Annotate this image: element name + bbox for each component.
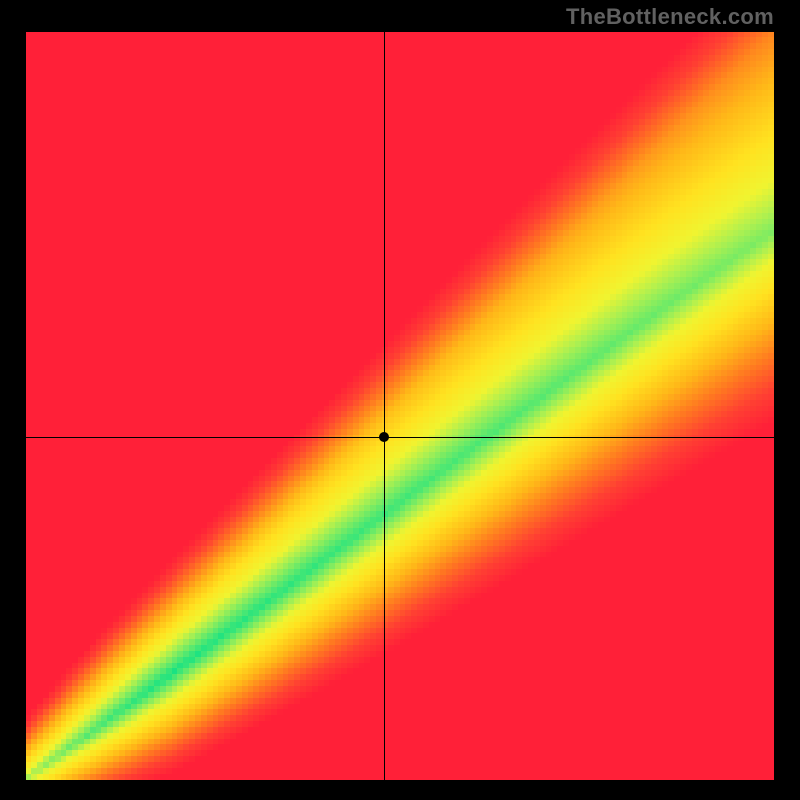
crosshair-vertical [384, 32, 385, 780]
watermark-text: TheBottleneck.com [566, 4, 774, 30]
crosshair-horizontal [26, 437, 774, 438]
heatmap-canvas [26, 32, 774, 780]
plot-area [26, 32, 774, 780]
figure-root: TheBottleneck.com [0, 0, 800, 800]
marker-point [379, 432, 389, 442]
